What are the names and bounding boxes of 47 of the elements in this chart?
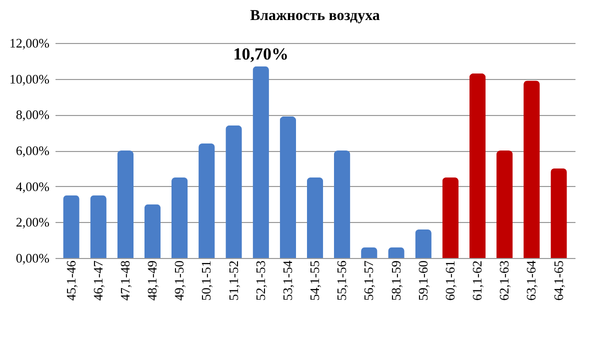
x-tick-label: 64,1-65 xyxy=(550,260,566,301)
x-tick-label: 54,1-55 xyxy=(307,260,322,301)
bar xyxy=(334,150,350,258)
y-tick-label: 4,00% xyxy=(16,178,50,194)
bar xyxy=(550,168,567,258)
y-tick-label: 6,00% xyxy=(16,143,50,158)
y-tick-label: 10,00% xyxy=(9,71,50,86)
bar xyxy=(442,177,459,258)
x-tick-label: 52,1-53 xyxy=(252,260,268,301)
bar xyxy=(198,143,215,258)
y-tick-label: 8,00% xyxy=(16,107,50,122)
bar xyxy=(117,150,134,258)
x-tick-label: 62,1-63 xyxy=(496,260,512,301)
x-tick-label: 63,1-64 xyxy=(524,260,539,301)
x-tick-label: 53,1-54 xyxy=(280,260,295,301)
x-tick-label: 55,1-56 xyxy=(334,260,350,301)
y-tick-label: 12,00% xyxy=(9,36,50,50)
y-tick-label: 2,00% xyxy=(16,214,50,230)
bar xyxy=(496,150,513,258)
bar xyxy=(226,125,242,258)
bar xyxy=(252,66,269,258)
x-tick-label: 60,1-61 xyxy=(442,260,458,301)
bar xyxy=(90,195,106,258)
x-tick-label: 48,1-49 xyxy=(144,260,160,301)
bar xyxy=(171,177,188,258)
y-tick-label: 0,00% xyxy=(16,250,50,266)
data-label: 10,70% xyxy=(233,44,288,64)
x-tick-label: 51,1-52 xyxy=(226,260,241,301)
bar xyxy=(469,73,486,258)
x-tick-label: 47,1-48 xyxy=(117,260,132,301)
bar xyxy=(388,247,404,258)
x-tick-label: 56,1-57 xyxy=(361,260,376,301)
x-tick-label: 61,1-62 xyxy=(470,260,484,301)
bar xyxy=(306,177,324,258)
x-tick-label: 59,1-60 xyxy=(415,260,430,301)
x-tick-label: 46,1-47 xyxy=(90,260,106,301)
bar xyxy=(361,247,378,258)
x-tick-label: 49,1-50 xyxy=(172,260,187,301)
chart-title: Влажность воздуха xyxy=(250,8,380,24)
x-tick-label: 45,1-46 xyxy=(63,260,78,301)
bar xyxy=(524,80,540,258)
bar xyxy=(415,229,432,258)
x-tick-label: 50,1-51 xyxy=(198,260,214,301)
x-tick-label: 58,1-59 xyxy=(388,260,404,301)
bar xyxy=(280,116,296,258)
bar xyxy=(63,195,80,258)
bar xyxy=(144,204,161,258)
